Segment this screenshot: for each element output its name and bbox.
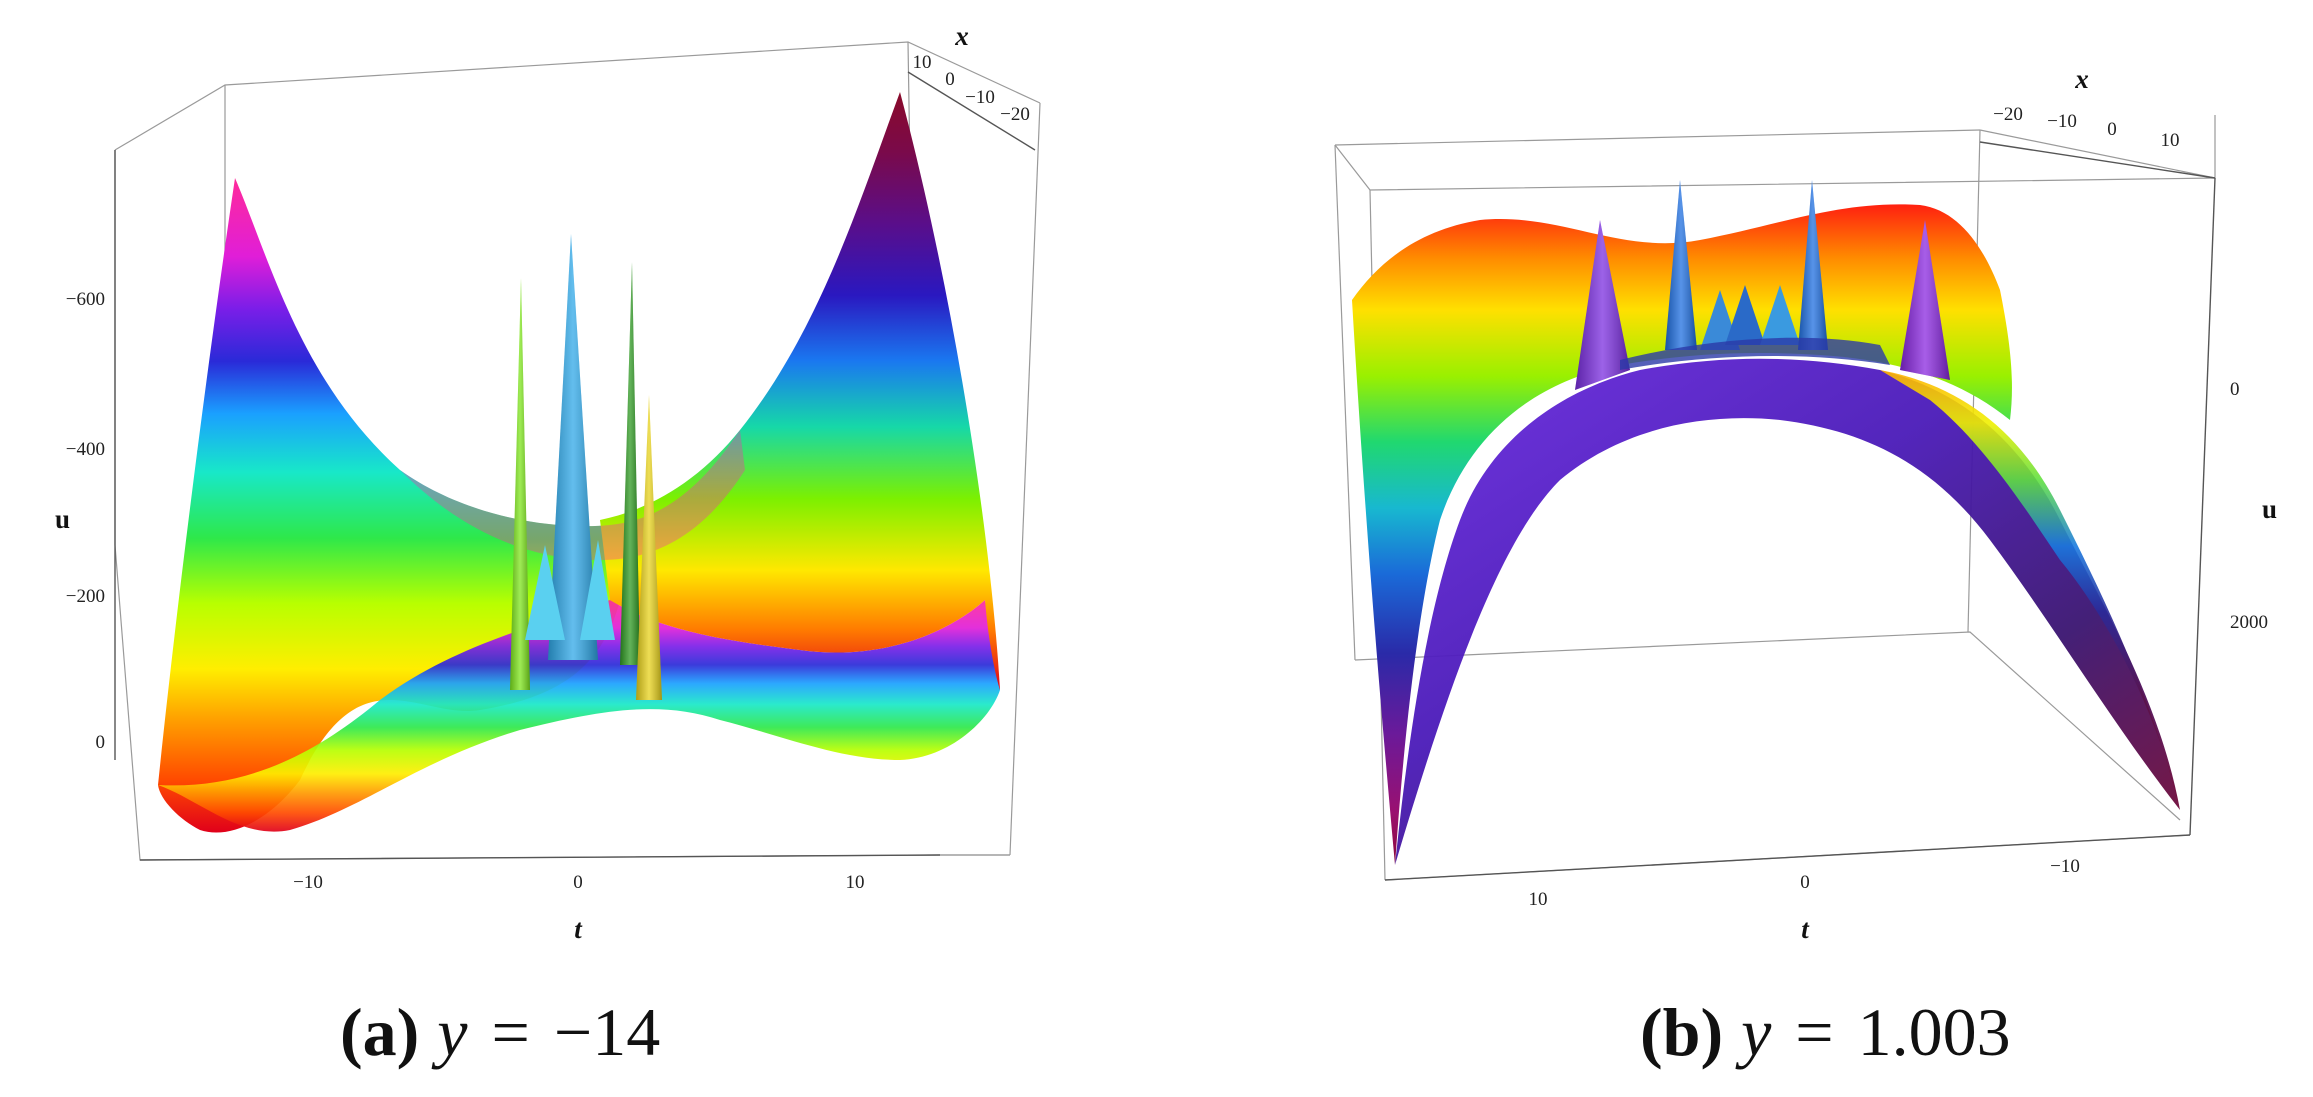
panel-b-x-label: x: [2074, 64, 2089, 94]
panel-a-x-label: x: [954, 21, 969, 51]
panel-b-t-tick: 10: [1529, 889, 1548, 910]
panel-b-caption: (b) y = 1.003: [1640, 994, 2011, 1070]
panel-b-u-axis: 0 2000 u: [2189, 177, 2277, 836]
panel-a-peaks: [510, 234, 662, 700]
panel-a-surface-right: [600, 92, 1000, 690]
panel-b-surface-front: [1395, 358, 2180, 865]
panel-b-u-tick: 0: [2230, 379, 2240, 400]
panel-a: −600 −400 −200 0 u −10 0 10 t 10 0 −10 −…: [55, 21, 1041, 1070]
panel-a-t-tick: −10: [293, 872, 323, 893]
panel-b-x-axis: −20 −10 0 10 x: [1979, 64, 2216, 179]
panel-b-u-tick: 2000: [2230, 612, 2268, 633]
panel-a-caption-value: −14: [554, 994, 660, 1070]
panel-b-peak-small-3: [1760, 285, 1800, 345]
panel-b-x-tick: 10: [2161, 130, 2180, 151]
panel-b: 0 2000 u 10 0 −10 t −20 −10 0 10 x (b) y…: [1334, 64, 2277, 1070]
panel-a-u-tick: −200: [66, 586, 105, 607]
panel-b-t-label: t: [1801, 914, 1810, 944]
panel-a-x-tick: −20: [1000, 104, 1030, 125]
panel-a-x-tick: 0: [945, 69, 955, 90]
panel-a-surface-valley: [400, 430, 745, 560]
panel-b-peak-small-2: [1725, 285, 1765, 345]
panel-a-t-tick: 10: [846, 872, 865, 893]
panel-b-caption-label: (b): [1640, 994, 1723, 1070]
panel-a-caption-label: (a): [340, 994, 419, 1070]
panel-a-u-tick: −600: [66, 289, 105, 310]
panel-a-u-label: u: [55, 504, 70, 534]
panel-a-x-tick: −10: [965, 87, 995, 108]
panel-a-t-label: t: [574, 914, 583, 944]
panel-a-x-axis: 10 0 −10 −20 x: [907, 21, 1036, 151]
panel-a-u-tick: −400: [66, 439, 105, 460]
panel-a-u-tick: 0: [96, 732, 106, 753]
panel-b-t-tick: 0: [1800, 872, 1810, 893]
panel-a-x-tick: 10: [913, 52, 932, 73]
panel-a-surface-front: [158, 600, 1000, 832]
panel-b-x-tick: −10: [2047, 111, 2077, 132]
panel-a-t-axis: −10 0 10 t: [139, 854, 941, 944]
panel-b-t-tick: −10: [2050, 856, 2080, 877]
panel-b-surface-main: [1352, 204, 2012, 865]
panel-b-t-axis: 10 0 −10 t: [1384, 834, 2191, 944]
panel-b-x-tick: −20: [1993, 104, 2023, 125]
panel-b-caption-var: y: [1735, 994, 1772, 1070]
panel-b-u-label: u: [2262, 494, 2277, 524]
panel-b-caption-value: 1.003: [1858, 994, 2011, 1070]
panel-a-peak-2b: [525, 540, 615, 640]
panel-b-caption-eq: =: [1795, 994, 1833, 1070]
panel-b-peak-base: [1620, 337, 1890, 370]
panel-a-caption-var: y: [431, 994, 468, 1070]
panel-a-t-tick: 0: [573, 872, 583, 893]
panel-b-x-tick: 0: [2107, 119, 2117, 140]
panel-a-caption-eq: =: [491, 994, 529, 1070]
panel-b-peaks: [1575, 180, 1950, 390]
panel-a-caption: (a) y = −14: [340, 994, 660, 1070]
panel-a-u-axis: −600 −400 −200 0 u: [55, 150, 116, 760]
